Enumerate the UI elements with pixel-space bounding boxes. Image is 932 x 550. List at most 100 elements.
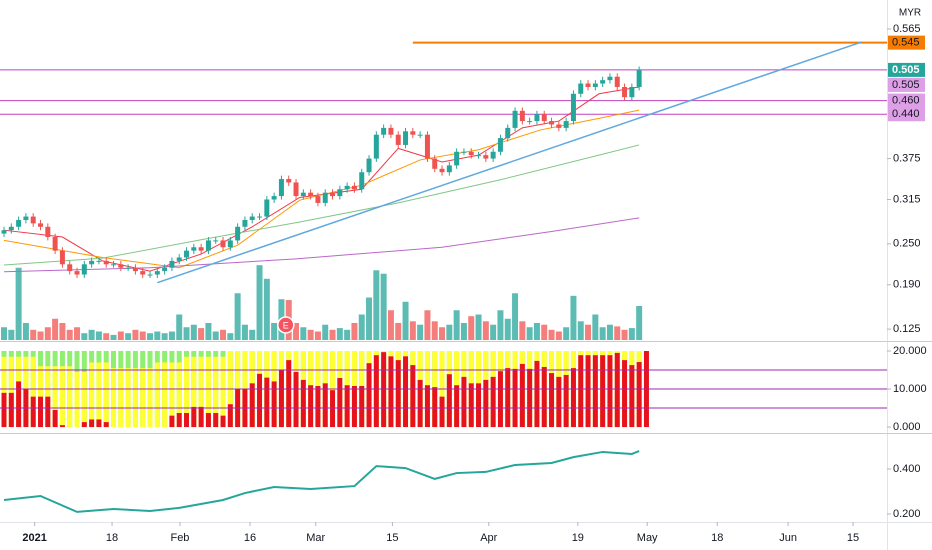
candle-body	[541, 114, 547, 122]
oscillator-bar	[52, 409, 58, 428]
volume-bar	[88, 329, 95, 340]
volume-bar	[256, 265, 263, 340]
oscillator-bar	[461, 376, 467, 428]
candle-body	[96, 260, 102, 262]
last-price-box	[888, 62, 925, 77]
x-tick-label: Feb	[170, 532, 189, 544]
candle-body	[220, 240, 226, 248]
volume-bar	[205, 323, 212, 340]
oscillator-bar	[103, 422, 109, 428]
candle-body	[300, 192, 306, 197]
oscillator-bar	[176, 412, 182, 428]
candle-body	[132, 267, 138, 272]
volume-bar	[636, 306, 643, 340]
last-price-label: 0.505	[892, 64, 920, 76]
y-tick-label: 0.315	[893, 193, 921, 205]
y-tick-label: 0.000	[893, 421, 921, 433]
oscillator-bar	[257, 373, 263, 428]
y-tick-label: 0.190	[893, 279, 921, 291]
candle-body	[461, 151, 467, 153]
volume-bar	[606, 324, 613, 340]
oscillator-bar	[30, 356, 36, 428]
volume-bar	[548, 329, 555, 340]
volume-bar	[329, 329, 336, 340]
oscillator-bar	[59, 366, 65, 428]
oscillator-bar	[162, 362, 168, 428]
candle-body	[519, 110, 525, 122]
volume-bar	[599, 327, 606, 340]
oscillator-bar	[476, 383, 482, 428]
candle-body	[125, 267, 131, 269]
candle-body	[271, 196, 277, 200]
oscillator-bar	[330, 390, 336, 428]
candle-body	[191, 247, 197, 251]
oscillator-bar	[169, 362, 175, 428]
candle-body	[351, 185, 357, 190]
oscillator-bar	[30, 396, 36, 428]
oscillator-bar	[600, 355, 606, 428]
x-tick-label: Apr	[480, 532, 497, 544]
volume-bar	[541, 324, 548, 340]
x-tick-label: 15	[386, 532, 398, 544]
oscillator-bar	[89, 419, 95, 428]
volume-bar	[227, 333, 234, 340]
candle-body	[162, 267, 168, 272]
candle-body	[454, 151, 460, 166]
candle-body	[242, 219, 248, 227]
volume-bar	[490, 324, 497, 340]
oscillator-bar	[74, 371, 80, 428]
oscillator-bar	[468, 383, 474, 428]
oscillator-bar	[592, 355, 598, 428]
oscillator-bar	[483, 379, 489, 428]
volume-bar	[66, 329, 73, 340]
volume-bar	[81, 333, 88, 340]
volume-bar	[533, 323, 540, 340]
oscillator-bar	[1, 356, 7, 428]
candle-body	[23, 216, 29, 220]
candle-body	[359, 172, 365, 190]
volume-bar	[198, 328, 205, 340]
trend-line	[157, 41, 863, 284]
oscillator-bar	[570, 368, 576, 428]
x-tick-label: Mar	[306, 532, 325, 544]
oscillator-bar	[8, 356, 14, 428]
oscillator-bar	[89, 362, 95, 428]
y-tick-label: 10.000	[893, 383, 927, 395]
oscillator-bar	[622, 360, 628, 428]
oscillator-bar	[169, 415, 175, 428]
candle-body	[563, 121, 569, 128]
oscillator-bar	[300, 379, 306, 428]
oscillator-bar	[132, 368, 138, 428]
volume-bar	[373, 270, 380, 340]
candle-body	[176, 257, 182, 261]
candle-body	[1, 230, 7, 234]
volume-bar	[592, 314, 599, 340]
oscillator-bar	[191, 356, 197, 428]
candle-body	[38, 223, 44, 227]
oscillator-bar	[505, 368, 511, 428]
volume-bar	[344, 329, 351, 340]
oscillator-bar	[111, 368, 117, 428]
candle-body	[395, 134, 401, 145]
oscillator-bar	[381, 352, 387, 428]
candle-body	[103, 260, 109, 265]
candle-body	[381, 127, 387, 135]
candle-body	[403, 131, 409, 145]
ratio-line	[3, 450, 640, 513]
x-tick-label: 15	[847, 532, 859, 544]
oscillator-bar	[351, 385, 357, 428]
candle-body	[30, 216, 36, 224]
candle-body	[534, 114, 540, 122]
candle-body	[578, 83, 584, 94]
oscillator-bar	[454, 385, 460, 428]
volume-bar	[497, 310, 504, 340]
volume-bar	[307, 329, 314, 340]
volume-bar	[358, 314, 365, 340]
volume-bar	[132, 329, 139, 340]
oscillator-bar	[191, 406, 197, 428]
candle-body	[512, 110, 518, 128]
candle-body	[235, 226, 241, 241]
volume-bar	[417, 324, 424, 340]
oscillator-bar	[205, 356, 211, 428]
volume-bar	[621, 329, 628, 340]
